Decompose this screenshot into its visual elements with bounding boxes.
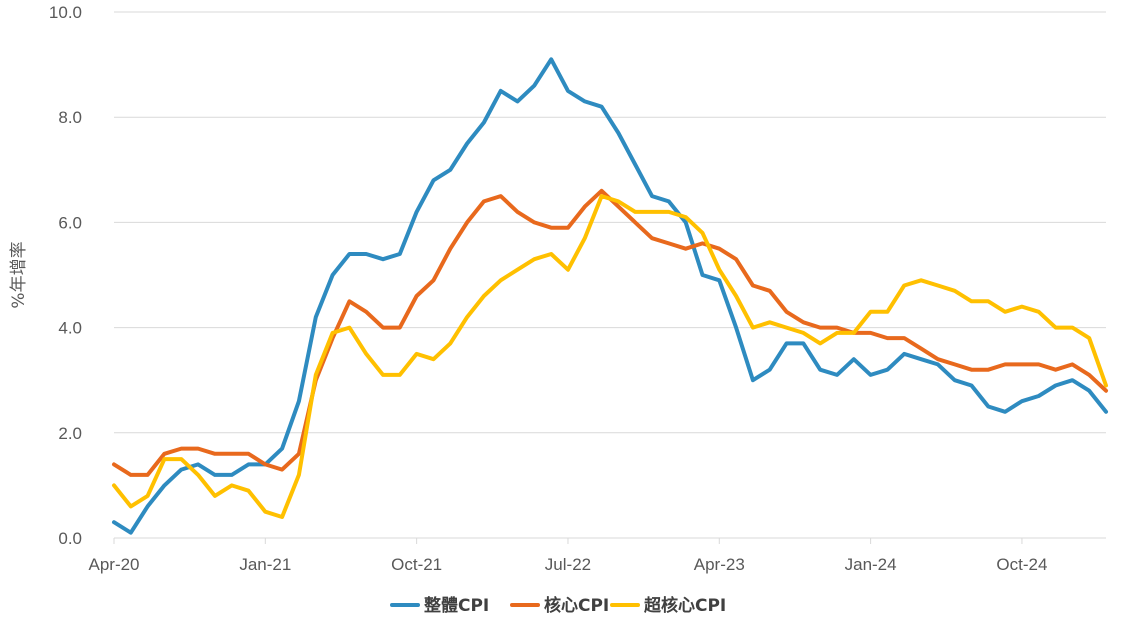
- y-tick-label: 0.0: [58, 529, 82, 548]
- x-tick-label: Jan-24: [845, 555, 897, 574]
- series-lines: [112, 57, 1108, 535]
- legend-label-2: 超核心CPI: [644, 595, 726, 616]
- series-line-2: [112, 194, 1108, 519]
- x-tick-label: Jan-21: [239, 555, 291, 574]
- x-tick-label: Apr-23: [694, 555, 745, 574]
- series-line-1: [112, 188, 1108, 477]
- x-tick-label: Oct-24: [996, 555, 1047, 574]
- x-axis: Apr-20 Jan-21 Oct-21 Jul-22 Apr-23 Jan-24 Oct-…: [88, 537, 1106, 574]
- y-tick-label: 8.0: [58, 108, 82, 127]
- x-tick-label: Oct-21: [391, 555, 442, 574]
- y-tick-label: 2.0: [58, 424, 82, 443]
- x-tick-label: Jul-22: [545, 555, 591, 574]
- legend: 整體CPI 核心CPI 超核心CPI: [390, 595, 726, 616]
- legend-label-1: 核心CPI: [544, 595, 609, 616]
- y-tick-label: 6.0: [58, 213, 82, 232]
- y-axis: 0.0 2.0 4.0 6.0 8.0 10.0: [49, 3, 82, 548]
- gridlines: [114, 11, 1106, 434]
- x-tick-label: Apr-20: [88, 555, 139, 574]
- y-axis-label: %年增率: [9, 241, 29, 308]
- legend-label-0: 整體CPI: [424, 595, 489, 616]
- y-tick-label: 4.0: [58, 319, 82, 338]
- series-line-0: [112, 57, 1108, 535]
- y-tick-label: 10.0: [49, 3, 82, 22]
